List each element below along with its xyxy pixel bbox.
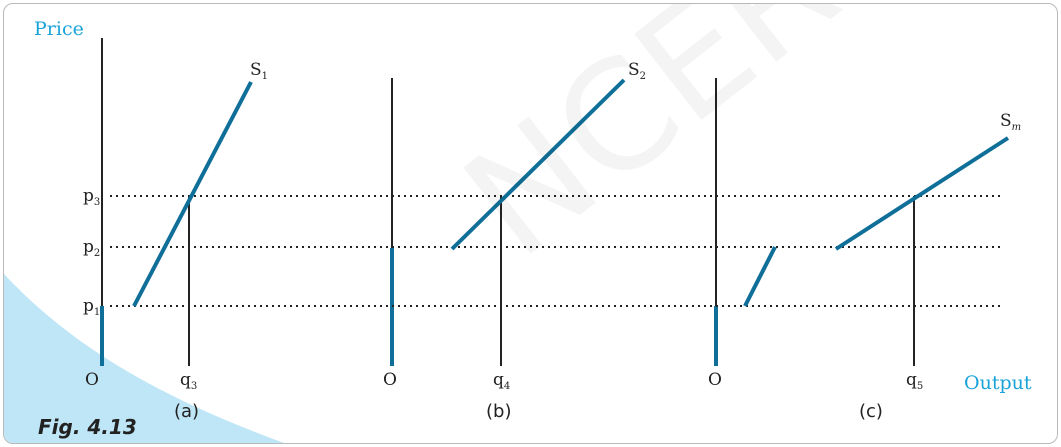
- price-label-p1: p1: [83, 296, 101, 318]
- output-axis-label: Output: [964, 372, 1032, 394]
- supply-curve-s2: [450, 78, 626, 251]
- panel-label-a: (a): [174, 401, 200, 422]
- supply-curve-sm-upper: [834, 136, 1010, 251]
- curve-label-sm: Sm: [1000, 111, 1022, 133]
- price-label-p2: p2: [83, 237, 101, 259]
- panel-label-c: (c): [859, 401, 883, 422]
- panel-label-b: (b): [486, 401, 512, 422]
- curve-label-s2: S2: [628, 60, 647, 82]
- origin-label-a: O: [85, 370, 99, 390]
- figure-caption: Fig. 4.13: [38, 415, 137, 439]
- supply-curves-diagram: [4, 38, 1010, 443]
- origin-label-c: O: [708, 370, 722, 390]
- quantity-label-q3: q3: [180, 370, 198, 392]
- curve-label-s1: S1: [250, 60, 269, 82]
- supply-curve-s1: [132, 81, 253, 307]
- price-label-p3: p3: [83, 186, 101, 208]
- supply-curve-sm-lower: [743, 246, 777, 307]
- quantity-label-q4: q4: [493, 370, 511, 392]
- corner-decoration: [4, 274, 284, 443]
- quantity-label-q5: q5: [906, 370, 924, 392]
- figure-frame: NCERT not to be republished Price Output…: [3, 3, 1058, 444]
- price-axis-label: Price: [34, 18, 84, 40]
- origin-label-b: O: [383, 370, 397, 390]
